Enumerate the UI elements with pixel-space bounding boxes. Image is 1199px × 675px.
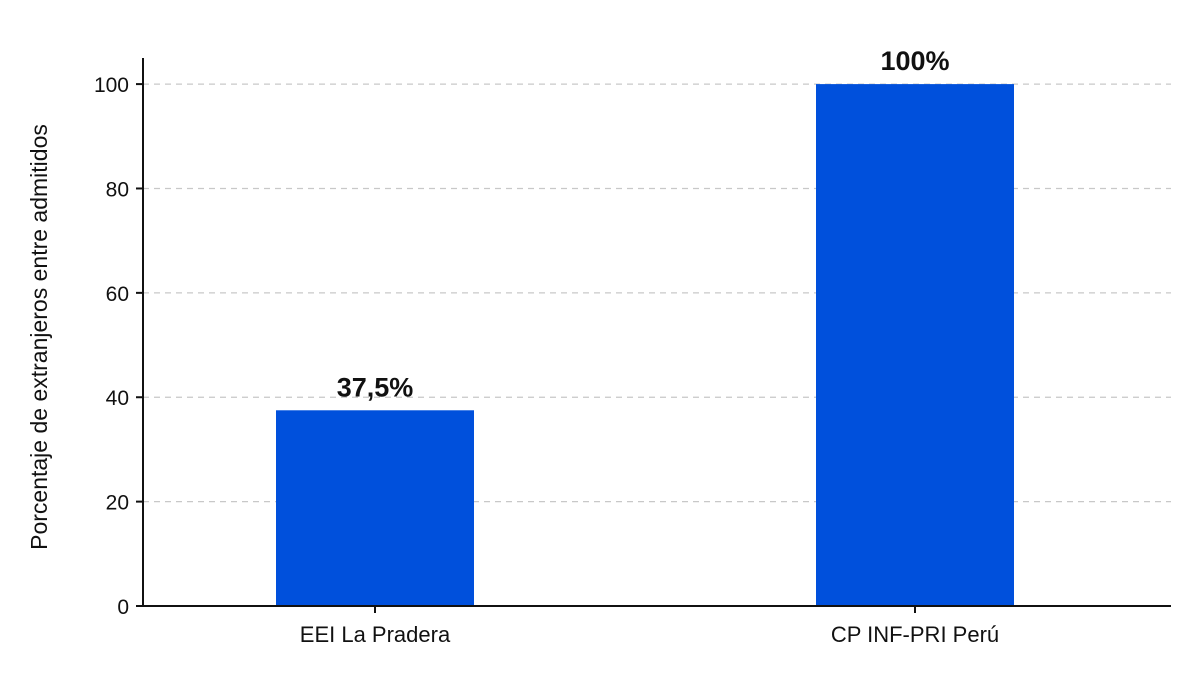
y-tick-label: 20 — [106, 492, 129, 515]
y-axis-title: Porcentaje de extranjeros entre admitido… — [26, 124, 52, 550]
bar-value-label: 100% — [880, 46, 949, 76]
data-labels: 37,5% 100% — [337, 46, 950, 402]
bars — [276, 84, 1014, 607]
bar — [816, 84, 1014, 607]
y-axis-ticks: 0 20 40 60 80 100 — [94, 74, 143, 619]
y-tick-label: 40 — [106, 387, 129, 410]
x-axis-ticks: EEI La Pradera CP INF-PRI Perú — [300, 606, 999, 647]
y-tick-label: 60 — [106, 283, 129, 306]
x-tick-label: EEI La Pradera — [300, 622, 451, 647]
x-tick-label: CP INF-PRI Perú — [831, 622, 999, 647]
y-tick-label: 80 — [106, 178, 129, 201]
bar — [276, 410, 474, 606]
y-tick-label: 0 — [117, 596, 129, 619]
y-tick-label: 100 — [94, 74, 129, 97]
bar-value-label: 37,5% — [337, 372, 414, 402]
